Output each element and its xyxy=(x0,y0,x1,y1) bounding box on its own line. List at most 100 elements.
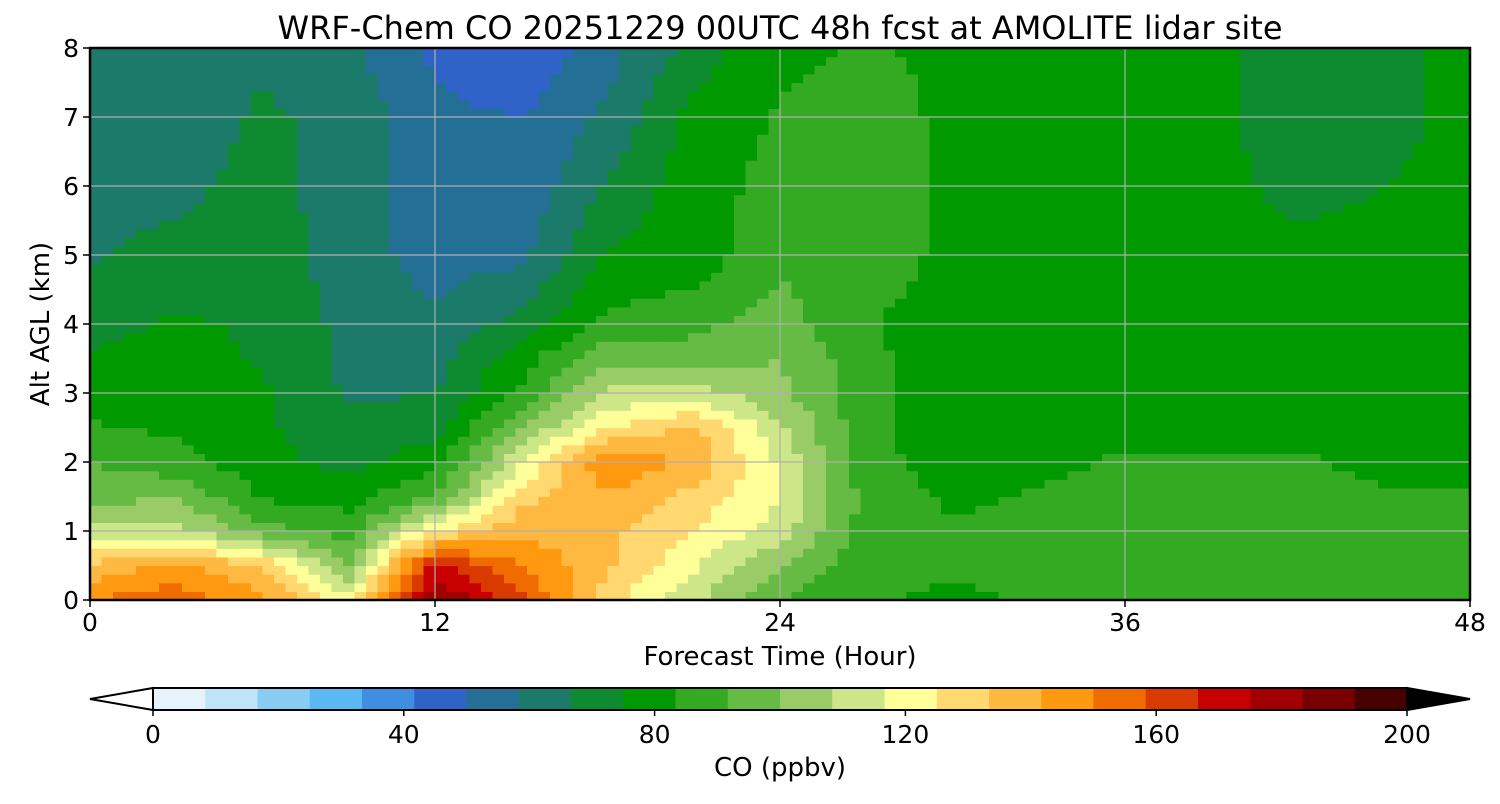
contour-cell xyxy=(987,306,1000,316)
contour-cell xyxy=(1010,487,1023,498)
contour-cell xyxy=(1343,574,1356,584)
contour-cell xyxy=(906,289,919,299)
contour-cell xyxy=(1056,280,1069,291)
contour-cell xyxy=(1148,444,1161,454)
contour-cell xyxy=(481,479,494,489)
contour-cell xyxy=(722,453,735,463)
contour-cell xyxy=(1044,436,1057,446)
contour-cell xyxy=(193,272,206,282)
contour-cell xyxy=(1021,418,1034,429)
contour-cell xyxy=(1320,358,1333,368)
contour-cell xyxy=(331,548,344,558)
contour-cell xyxy=(1194,410,1207,420)
contour-cell xyxy=(688,522,701,532)
contour-cell xyxy=(1435,358,1448,368)
contour-cell xyxy=(1447,436,1460,446)
contour-cell xyxy=(354,324,367,334)
contour-cell xyxy=(1297,531,1310,541)
contour-cell xyxy=(1205,531,1218,541)
contour-cell xyxy=(285,410,298,420)
contour-cell xyxy=(1033,487,1046,498)
contour-cell xyxy=(1263,324,1276,334)
contour-cell xyxy=(504,453,517,463)
contour-cell xyxy=(929,470,942,480)
contour-cell xyxy=(561,349,574,360)
contour-cell xyxy=(1044,591,1057,601)
contour-cell xyxy=(1056,436,1069,446)
contour-cell xyxy=(1389,487,1402,498)
contour-cell xyxy=(1125,272,1138,282)
contour-cell xyxy=(343,237,356,247)
contour-cell xyxy=(1401,556,1414,567)
contour-cell xyxy=(285,298,298,308)
contour-cell xyxy=(251,237,264,247)
contour-cell xyxy=(170,522,183,532)
contour-cell xyxy=(366,272,379,282)
contour-cell xyxy=(561,246,574,256)
contour-cell xyxy=(653,531,666,541)
contour-cell xyxy=(596,505,609,515)
contour-cell xyxy=(228,496,241,506)
contour-cell xyxy=(918,436,931,446)
contour-cell xyxy=(573,358,586,368)
contour-cell xyxy=(814,418,827,429)
contour-cell xyxy=(469,410,482,420)
contour-cell xyxy=(745,272,758,282)
contour-cell xyxy=(1378,487,1391,498)
contour-cell xyxy=(469,272,482,282)
contour-cell xyxy=(941,263,954,273)
contour-cell xyxy=(228,470,241,480)
contour-cell xyxy=(400,522,413,532)
contour-cell xyxy=(1343,582,1356,592)
contour-cell xyxy=(1194,246,1207,256)
contour-cell xyxy=(952,280,965,291)
contour-cell xyxy=(1263,496,1276,506)
contour-cell xyxy=(975,487,988,498)
contour-cell xyxy=(538,531,551,541)
contour-cell xyxy=(1056,453,1069,463)
contour-cell xyxy=(837,487,850,498)
contour-cell xyxy=(872,444,885,454)
contour-cell xyxy=(262,548,275,558)
contour-cell xyxy=(400,496,413,506)
contour-cell xyxy=(837,539,850,549)
contour-cell xyxy=(101,427,114,437)
contour-cell xyxy=(1228,263,1241,273)
contour-cell xyxy=(1389,332,1402,342)
contour-cell xyxy=(320,427,333,437)
contour-cell xyxy=(883,272,896,282)
contour-cell xyxy=(1217,565,1230,575)
contour-cell xyxy=(1263,375,1276,385)
contour-cell xyxy=(389,505,402,515)
contour-cell xyxy=(1010,255,1023,265)
contour-cell xyxy=(1159,427,1172,437)
contour-cell xyxy=(1021,341,1034,351)
contour-cell xyxy=(561,367,574,377)
contour-cell xyxy=(101,341,114,351)
contour-cell xyxy=(182,591,195,601)
contour-cell xyxy=(1056,315,1069,325)
contour-cell xyxy=(1113,574,1126,584)
contour-cell xyxy=(676,496,689,506)
contour-cell xyxy=(1435,410,1448,420)
contour-cell xyxy=(1286,263,1299,273)
contour-cell xyxy=(1378,393,1391,403)
contour-cell xyxy=(653,401,666,411)
contour-cell xyxy=(849,582,862,592)
contour-cell xyxy=(1378,565,1391,575)
contour-cell xyxy=(895,418,908,429)
contour-cell xyxy=(1182,548,1195,558)
contour-cell xyxy=(331,591,344,601)
contour-cell xyxy=(1412,410,1425,420)
contour-cell xyxy=(1320,306,1333,316)
contour-cell xyxy=(814,410,827,420)
contour-cell xyxy=(320,384,333,394)
contour-cell xyxy=(1401,548,1414,558)
contour-cell xyxy=(1125,556,1138,567)
contour-cell xyxy=(366,496,379,506)
contour-cell xyxy=(573,574,586,584)
contour-cell xyxy=(1033,367,1046,377)
contour-cell xyxy=(768,436,781,446)
contour-cell xyxy=(642,444,655,454)
contour-cell xyxy=(653,539,666,549)
